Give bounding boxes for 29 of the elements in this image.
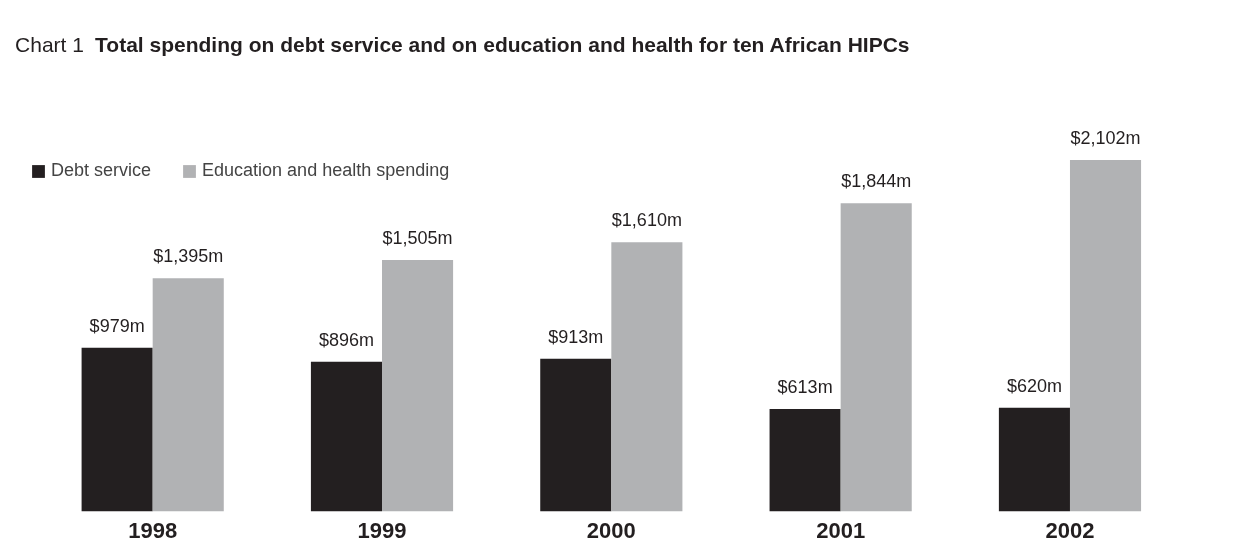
data-label: $979m xyxy=(89,315,145,336)
data-label: $620m xyxy=(1006,375,1062,396)
bar xyxy=(1069,160,1142,512)
bar xyxy=(81,347,153,512)
bar xyxy=(840,203,912,512)
bar xyxy=(611,242,683,512)
x-tick-label: 2002 xyxy=(1045,517,1095,543)
chart-title: Total spending on debt service and on education and health for ten African HIPCs xyxy=(95,33,910,57)
x-tick-label: 2000 xyxy=(586,517,636,543)
data-label: $1,395m xyxy=(153,246,224,267)
x-tick-label: 1999 xyxy=(357,517,407,543)
bar xyxy=(769,409,841,512)
data-label: $1,844m xyxy=(841,171,912,192)
bar xyxy=(998,407,1070,512)
data-label: $1,505m xyxy=(382,227,453,248)
bar xyxy=(310,361,382,512)
x-tick-label: 1998 xyxy=(128,517,178,543)
data-label: $2,102m xyxy=(1070,128,1141,149)
legend-label: Debt service xyxy=(51,160,152,181)
bar xyxy=(382,259,454,512)
data-label: $896m xyxy=(318,329,374,350)
data-label: $613m xyxy=(777,377,833,398)
legend-label: Education and health spending xyxy=(202,160,450,181)
bar xyxy=(152,278,224,512)
chart-subtitle: Chart 1 xyxy=(15,33,84,57)
data-label: $1,610m xyxy=(611,210,682,231)
bar xyxy=(540,358,612,512)
data-label: $913m xyxy=(548,326,604,347)
x-tick-label: 2001 xyxy=(816,517,866,543)
